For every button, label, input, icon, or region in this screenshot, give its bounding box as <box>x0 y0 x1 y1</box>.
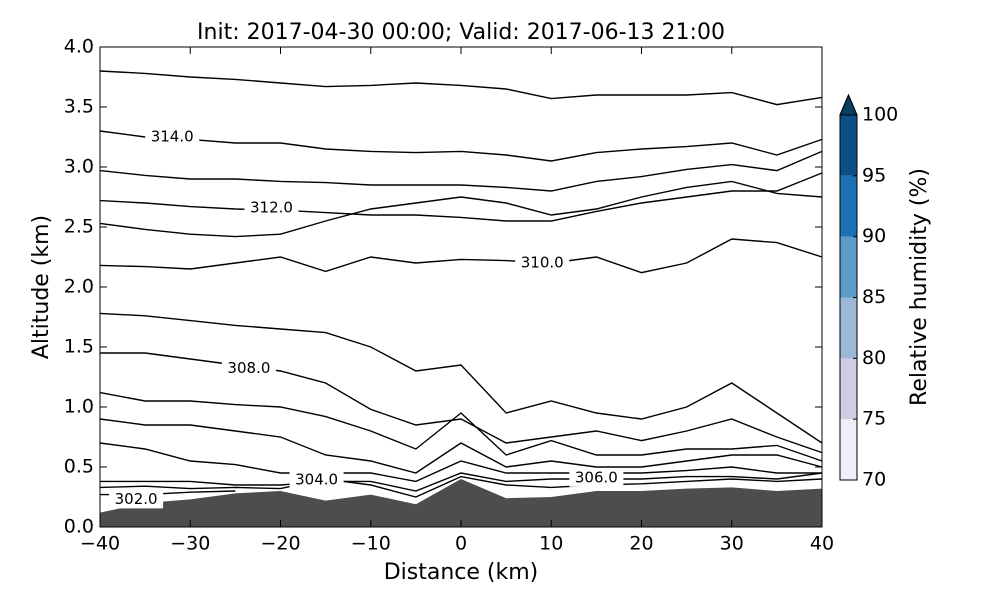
y-tick-label: 2.5 <box>64 216 94 238</box>
x-tick-label: 10 <box>539 533 563 555</box>
colorbar-tick-label: 85 <box>862 286 886 308</box>
terrain <box>100 479 822 527</box>
colorbar-segment <box>840 297 857 359</box>
colorbar-segment <box>840 358 857 420</box>
contour-label: 308.0 <box>227 359 270 377</box>
contour-line <box>99 442 822 483</box>
y-axis-label: Altitude (km) <box>29 215 54 359</box>
x-tick-label: 40 <box>810 533 834 555</box>
contour-line <box>99 150 823 192</box>
colorbar-segment <box>840 115 857 176</box>
contour-label-gap <box>569 468 624 487</box>
colorbar-segment <box>840 175 857 237</box>
colorbar-extend <box>839 93 858 116</box>
contour-line <box>99 70 823 106</box>
colorbar-tick-label: 95 <box>862 164 886 186</box>
contour-label: 310.0 <box>521 254 564 272</box>
chart-title: Init: 2017-04-30 00:00; Valid: 2017-06-1… <box>197 20 725 45</box>
colorbar-tick-label: 90 <box>862 225 886 247</box>
y-tick-label: 4.0 <box>64 36 94 58</box>
contour-label: 314.0 <box>151 128 194 146</box>
colorbar-tick-label: 80 <box>862 347 886 369</box>
contour-line <box>99 172 823 222</box>
contour-label-gap <box>109 490 164 509</box>
x-tick-label: −30 <box>170 533 210 555</box>
y-tick-label: 1.5 <box>64 336 94 358</box>
contour-line <box>99 180 823 238</box>
contour-label-gap <box>515 254 570 272</box>
y-tick-label: 0.5 <box>64 456 94 478</box>
contour-line <box>99 238 823 274</box>
colorbar-tick-label: 70 <box>862 469 886 491</box>
contour-line <box>99 130 823 162</box>
contour-label: 304.0 <box>295 471 338 489</box>
contour-label: 302.0 <box>115 490 158 508</box>
x-tick-label: 30 <box>720 533 744 555</box>
x-tick-label: −40 <box>80 533 120 555</box>
y-tick-label: 3.0 <box>64 156 94 178</box>
contour-label-gap <box>289 471 344 490</box>
colorbar-segment <box>840 419 857 480</box>
x-tick-label: 0 <box>455 533 467 555</box>
x-tick-label: 20 <box>629 533 653 555</box>
contour-line <box>99 391 823 462</box>
contour-line <box>100 472 823 492</box>
contour-label: 306.0 <box>575 468 618 486</box>
colorbar-segment <box>840 236 857 298</box>
contour-label: 312.0 <box>250 198 293 216</box>
contour-line <box>99 418 823 474</box>
contour-line <box>100 352 823 454</box>
colorbar-label: Relative humidity (%) <box>907 168 932 406</box>
contour-label-gap <box>145 128 200 146</box>
colorbar-tick-label: 100 <box>862 104 898 126</box>
contour-label-gap <box>221 359 276 378</box>
x-axis-label: Distance (km) <box>384 560 539 585</box>
plot-frame <box>99 46 823 528</box>
y-tick-label: 2.0 <box>64 276 94 298</box>
x-tick-label: −10 <box>351 533 391 555</box>
y-tick-label: 1.0 <box>64 396 94 418</box>
x-tick-label: −20 <box>260 533 300 555</box>
contour-line <box>99 312 823 444</box>
contour-label-gap <box>244 198 299 217</box>
y-tick-label: 0.0 <box>64 516 94 538</box>
colorbar-tick-label: 75 <box>862 408 886 430</box>
y-tick-label: 3.5 <box>64 96 94 118</box>
contour-line <box>99 475 823 498</box>
